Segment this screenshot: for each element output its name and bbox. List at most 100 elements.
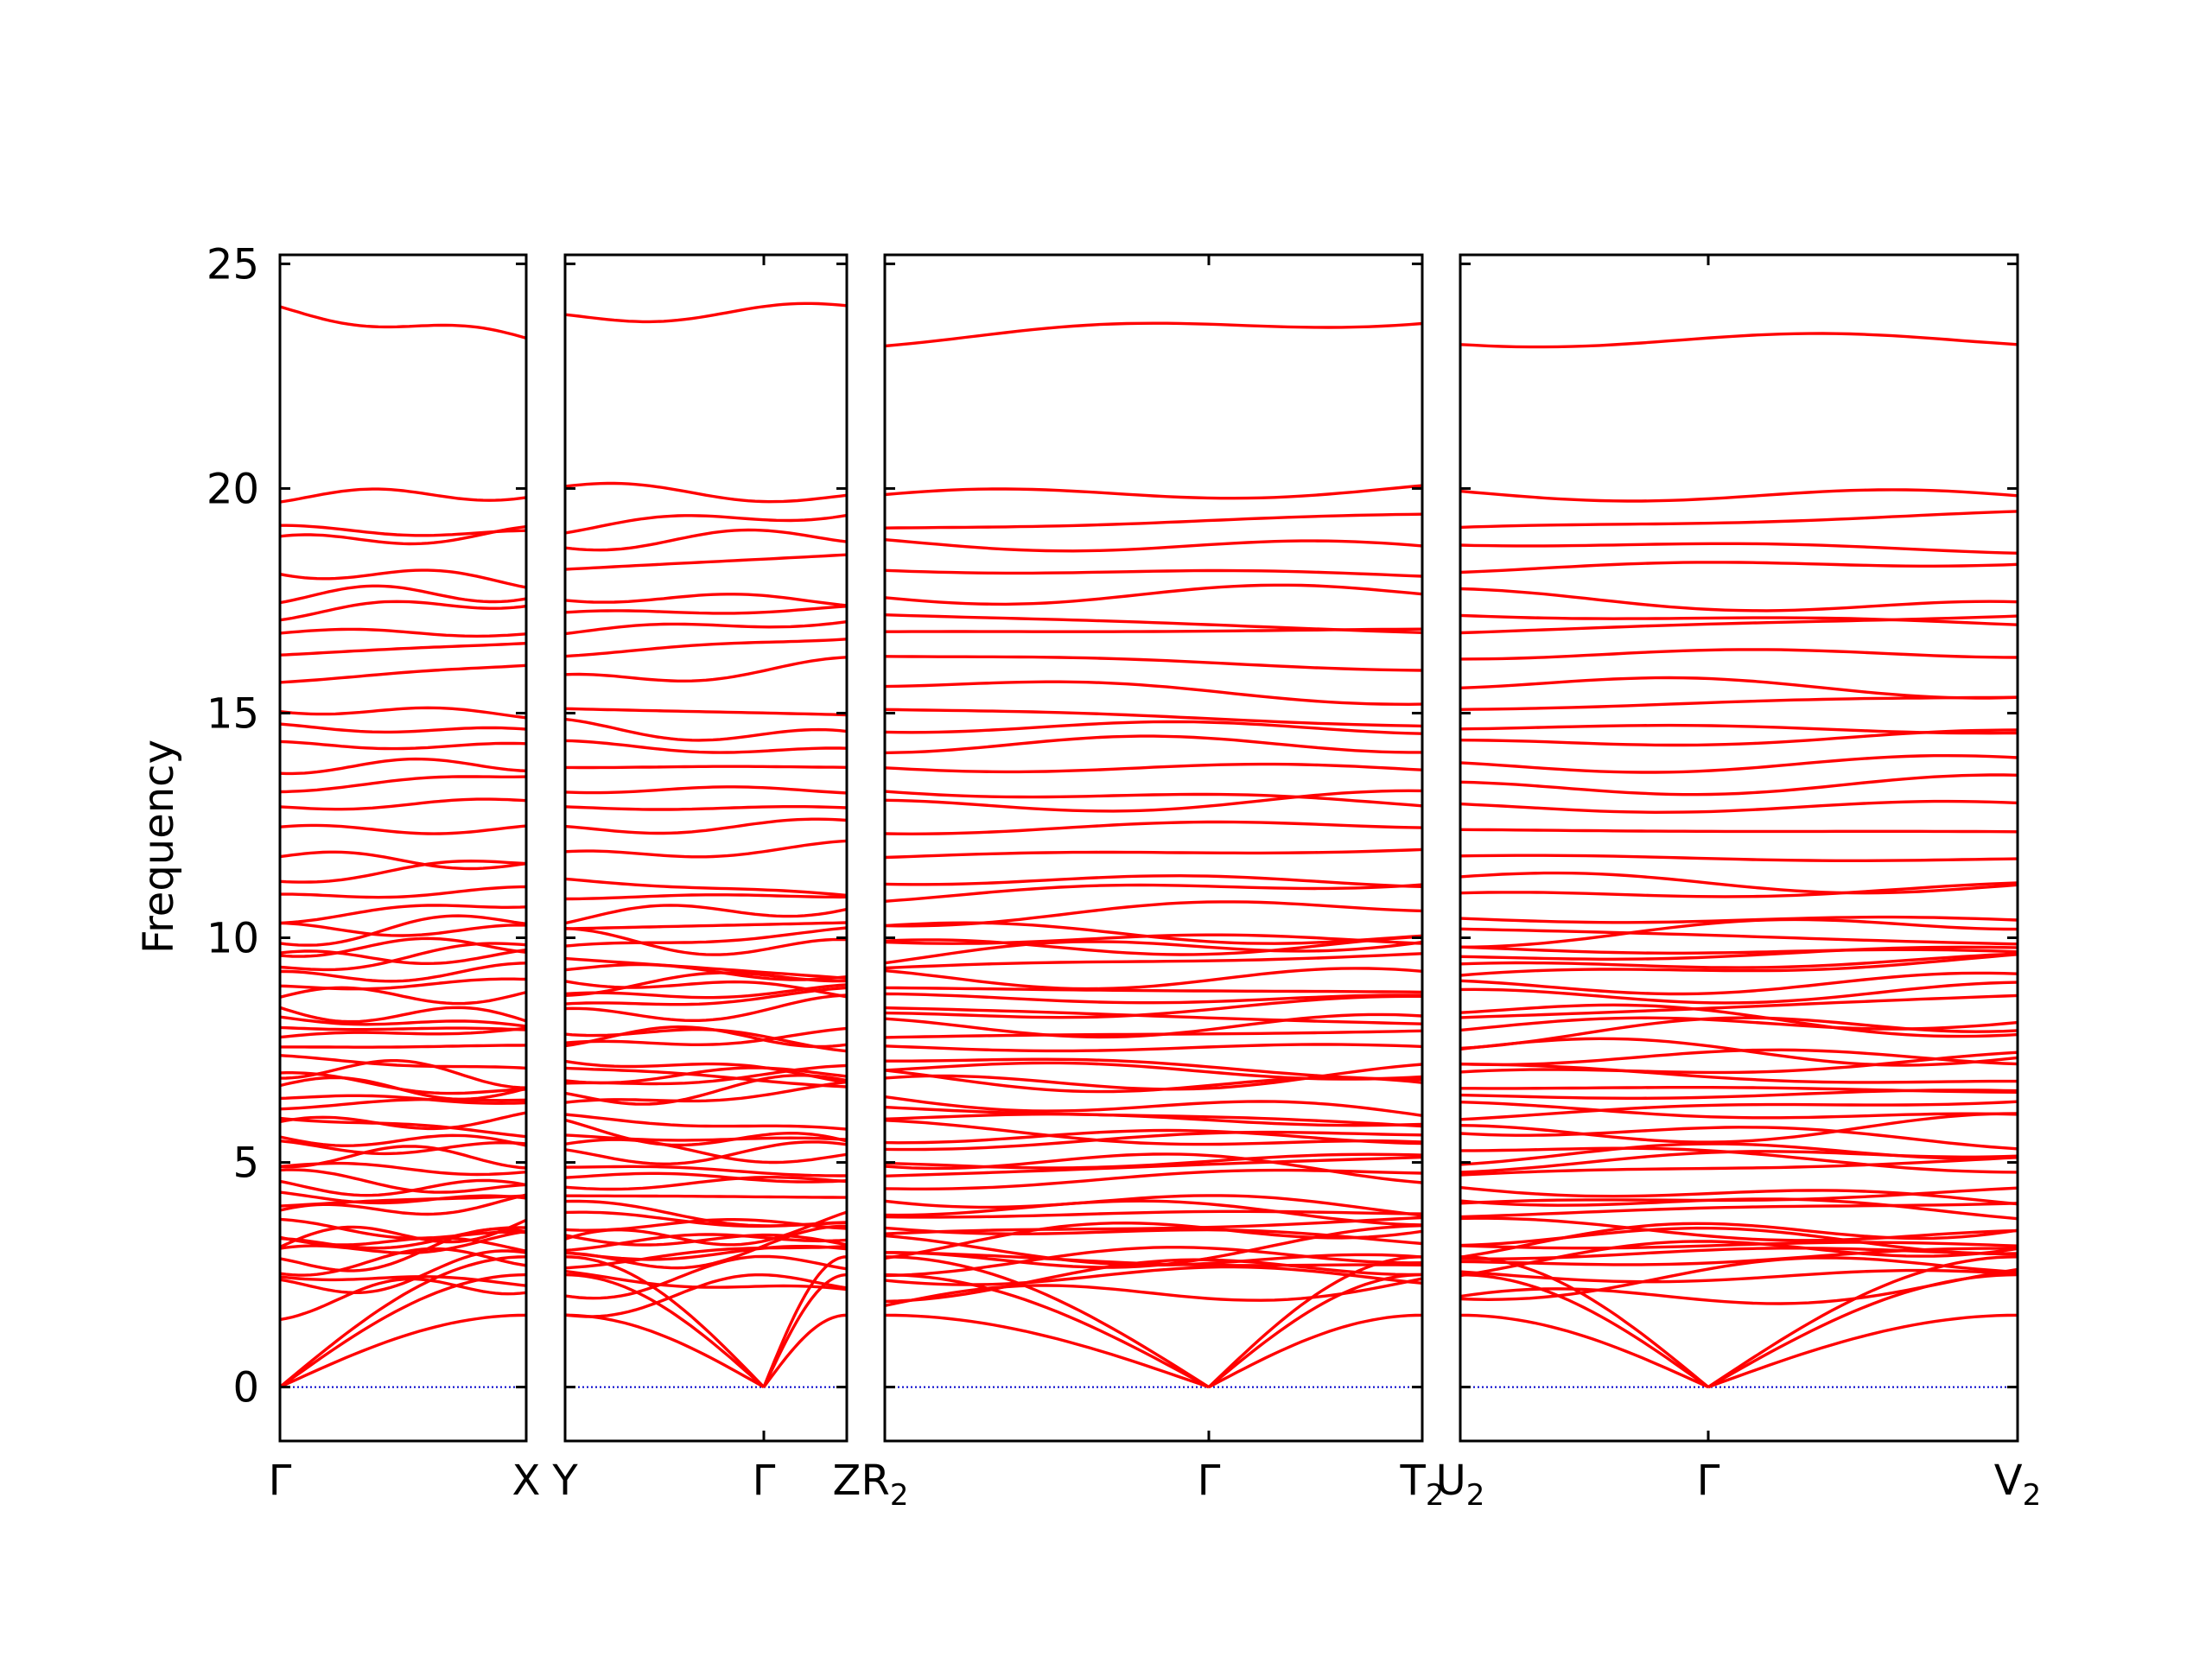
optical-band	[885, 613, 1422, 634]
optical-band	[885, 655, 1422, 672]
optical-band	[1460, 773, 2018, 797]
optical-band	[885, 1152, 1422, 1184]
optical-band	[280, 921, 526, 937]
optical-band	[1460, 1222, 2018, 1260]
optical-band	[1460, 799, 2018, 815]
optical-band	[280, 1168, 526, 1194]
optical-band	[1460, 993, 2018, 1019]
panel-frame-p1	[278, 253, 528, 1443]
optical-band	[565, 553, 847, 571]
optical-band	[565, 785, 847, 795]
optical-band	[885, 1155, 1422, 1177]
optical-band	[565, 620, 847, 636]
panel-frame-p2	[563, 253, 849, 1443]
acoustic-branch	[885, 1255, 1210, 1389]
optical-band	[1460, 828, 2018, 834]
optical-band	[1460, 915, 2018, 924]
optical-band	[565, 1176, 847, 1191]
optical-band	[1460, 1063, 2018, 1084]
optical-band	[885, 1277, 1422, 1307]
optical-band	[1460, 587, 2018, 613]
optical-band	[565, 817, 847, 835]
x-tick-label: Γ	[1198, 1457, 1221, 1505]
optical-band	[1460, 1112, 2018, 1144]
optical-band	[1460, 1156, 2018, 1177]
x-tick-label: R2	[861, 1457, 909, 1513]
acoustic-branch	[885, 1313, 1210, 1389]
panel-frame-p3	[883, 253, 1424, 1443]
optical-band	[280, 568, 526, 589]
optical-band	[885, 986, 1422, 994]
optical-band	[565, 904, 847, 925]
optical-band	[885, 1224, 1422, 1269]
optical-band	[565, 986, 847, 1006]
optical-band	[565, 1199, 847, 1228]
x-tick-label: X	[512, 1457, 541, 1505]
optical-band	[1460, 1267, 2018, 1305]
optical-band	[280, 584, 526, 605]
optical-band	[1460, 945, 2018, 955]
optical-band	[885, 1258, 1422, 1304]
optical-band	[565, 1026, 847, 1046]
optical-band	[885, 1209, 1422, 1219]
optical-band	[885, 992, 1422, 1005]
y-tick-label: 20	[207, 465, 259, 513]
acoustic-branch	[1707, 1313, 2018, 1389]
optical-band	[280, 904, 526, 925]
optical-band	[1460, 1146, 2018, 1174]
optical-band	[885, 873, 1422, 888]
optical-band	[885, 720, 1422, 735]
y-tick-label: 10	[207, 915, 259, 963]
optical-band	[280, 977, 526, 991]
optical-band	[1460, 1185, 2018, 1206]
y-tick-label: 15	[207, 689, 259, 738]
optical-band	[565, 1059, 847, 1084]
optical-band	[885, 1246, 1422, 1278]
optical-band	[885, 708, 1422, 728]
optical-band	[565, 739, 847, 754]
optical-band	[1460, 1268, 2018, 1284]
optical-band	[1460, 561, 2018, 574]
optical-band	[885, 789, 1422, 813]
top-band	[565, 301, 847, 324]
band-lines-p2	[565, 301, 847, 1389]
top-band	[565, 481, 847, 504]
acoustic-branch	[1707, 1255, 2018, 1389]
optical-band	[1460, 1241, 2018, 1250]
optical-band	[565, 1171, 847, 1184]
optical-band	[885, 538, 1422, 553]
optical-band	[885, 847, 1422, 860]
optical-band	[565, 1273, 847, 1318]
optical-band	[1460, 1086, 2018, 1094]
acoustic-branch	[885, 1273, 1210, 1389]
optical-band	[565, 1140, 847, 1166]
x-tick-label: Γ	[1697, 1457, 1720, 1505]
optical-band	[280, 1097, 526, 1111]
optical-band	[885, 1012, 1422, 1039]
acoustic-branch	[1460, 1313, 1709, 1389]
optical-band	[280, 1217, 526, 1240]
optical-band	[565, 707, 847, 717]
panel-p3: R2 Γ T2	[861, 253, 1445, 1513]
optical-band	[1460, 648, 2018, 661]
optical-band	[1460, 695, 2018, 711]
x-tick-subscript: 2	[1426, 1478, 1445, 1513]
optical-band	[565, 1165, 847, 1177]
optical-band	[885, 994, 1422, 1019]
optical-band	[565, 962, 847, 981]
optical-band	[1460, 871, 2018, 895]
optical-band	[565, 1233, 847, 1253]
optical-band	[1460, 1202, 2018, 1219]
optical-band	[280, 524, 526, 537]
optical-band	[885, 1199, 1422, 1227]
optical-band	[280, 739, 526, 751]
optical-band	[1460, 981, 2018, 1005]
x-tick-label: Γ	[753, 1457, 776, 1505]
optical-band	[565, 717, 847, 742]
optical-band	[1460, 1240, 2018, 1278]
optical-band	[1460, 1216, 2018, 1242]
optical-band	[565, 805, 847, 811]
optical-band	[565, 921, 847, 930]
optical-band	[885, 762, 1422, 774]
